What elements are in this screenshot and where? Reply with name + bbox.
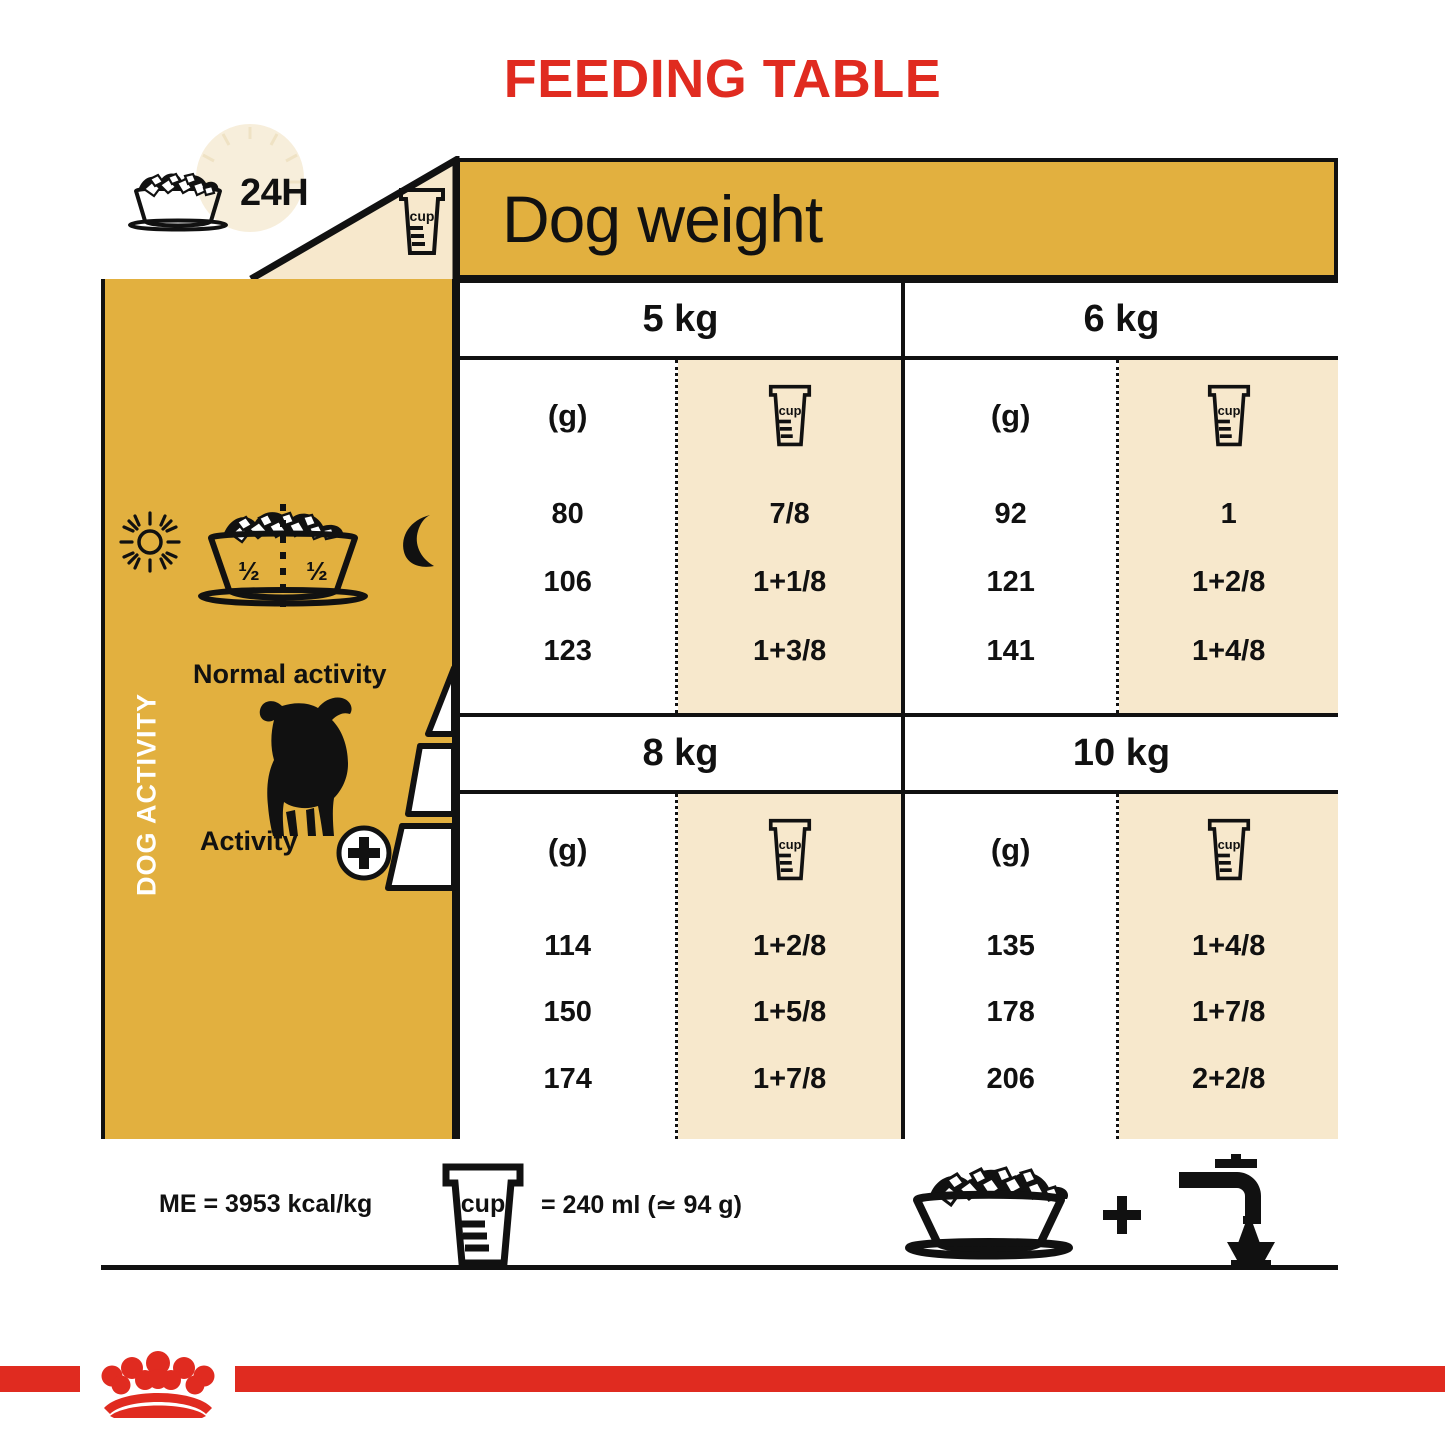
cell-grams: 150: [543, 996, 592, 1028]
table-row: 8 kg (g) 114 150 174: [460, 713, 1338, 1139]
duration-label: 24H: [240, 172, 309, 214]
weight-header: 8 kg: [460, 717, 901, 794]
cell-grams: 174: [543, 1062, 592, 1095]
svg-text:cup: cup: [1217, 837, 1240, 852]
quadrant-6kg: 6 kg (g) 92 121 141: [901, 283, 1338, 713]
dog-activity-sidebar: DOG ACTIVITY: [101, 279, 457, 1139]
cell-grams: 114: [544, 929, 592, 962]
dog-activity-label: DOG ACTIVITY: [131, 693, 162, 897]
cell-cups: 7/8: [769, 497, 810, 530]
cups-column: cup 7/8 1+1/8 1+3/8: [678, 360, 901, 713]
royal-canin-crown-logo: [101, 1351, 215, 1418]
cell-cups: 1+5/8: [752, 996, 827, 1028]
dog-bowl-icon: [127, 172, 229, 232]
cups-column: cup 1 1+2/8 1+4/8: [1119, 360, 1338, 713]
cell-grams: 92: [994, 497, 1027, 530]
moon-icon: [403, 515, 434, 567]
plus-circle-icon: [336, 825, 392, 881]
table-row: 5 kg (g) 80 106 123: [460, 283, 1338, 713]
measuring-cup-icon: cup: [1207, 818, 1250, 881]
measuring-cup-icon: cup: [768, 384, 811, 447]
grams-header: (g): [547, 832, 588, 867]
svg-text:½: ½: [238, 556, 260, 586]
grams-header: (g): [990, 398, 1031, 433]
cell-grams: 178: [986, 996, 1035, 1028]
measuring-cup-icon: cup: [768, 818, 811, 881]
svg-text:½: ½: [306, 556, 328, 586]
quadrant-10kg: 10 kg (g) 135 178 206: [901, 717, 1338, 1139]
water-tap-icon: [1179, 1154, 1275, 1265]
cell-grams: 106: [543, 566, 592, 598]
plus-icon: [1103, 1196, 1141, 1234]
page-title: FEEDING TABLE: [503, 49, 942, 109]
quadrant-5kg: 5 kg (g) 80 106 123: [460, 283, 901, 713]
cell-cups: 1+7/8: [1191, 996, 1266, 1028]
header-title: Dog weight: [502, 181, 823, 256]
dog-bowl-icon: [905, 1166, 1073, 1260]
cup-equivalence: = 240 ml (≃ 94 g): [541, 1191, 742, 1219]
cell-cups: 1+7/8: [752, 1062, 827, 1095]
quadrant-8kg: 8 kg (g) 114 150 174: [460, 717, 901, 1139]
cups-column: cup 1+4/8 1+7/8 2+2/8: [1119, 794, 1338, 1139]
grams-column: (g) 80 106 123: [460, 360, 679, 713]
measuring-cup-icon: cup: [399, 188, 445, 255]
cups-column: cup 1+2/8 1+5/8 1+7/8: [678, 794, 901, 1139]
me-value: ME = 3953 kcal/kg: [159, 1190, 373, 1218]
feeding-data-table: 5 kg (g) 80 106 123: [456, 279, 1338, 1139]
cell-grams: 80: [551, 497, 584, 530]
grams-header: (g): [547, 398, 588, 433]
activity-level-pyramid: [385, 665, 457, 891]
grams-column: (g) 92 121 141: [905, 360, 1120, 713]
footer-strip: ME = 3953 kcal/kg cup = 240 ml (≃ 94 g): [101, 1148, 1338, 1267]
weight-header: 5 kg: [460, 283, 901, 360]
normal-activity-label: Normal activity: [193, 659, 387, 689]
svg-text:cup: cup: [1217, 403, 1240, 418]
cell-grams: 206: [986, 1062, 1035, 1095]
cell-cups: 1+4/8: [1191, 929, 1266, 962]
brand-bar-left: [0, 1366, 80, 1392]
svg-text:cup: cup: [778, 403, 801, 418]
cell-cups: 1+2/8: [752, 929, 827, 962]
split-bowl-icon: ½ ½: [198, 504, 368, 608]
weight-header: 10 kg: [905, 717, 1338, 794]
svg-text:cup: cup: [410, 208, 435, 224]
sun-icon: [119, 511, 181, 573]
weight-header: 6 kg: [905, 283, 1338, 360]
cell-grams: 135: [986, 929, 1035, 962]
dog-silhouette-icon: [259, 697, 352, 836]
cell-cups: 1+3/8: [752, 634, 827, 667]
cell-grams: 121: [986, 566, 1035, 598]
cell-grams: 141: [986, 634, 1035, 667]
measuring-cup-icon: cup: [1207, 384, 1250, 447]
measuring-cup-icon: cup: [442, 1163, 524, 1267]
brand-bar: [0, 1351, 1445, 1418]
cell-cups: 1+1/8: [752, 566, 827, 598]
cell-cups: 1: [1220, 497, 1237, 530]
dog-weight-header: Dog weight: [456, 158, 1338, 279]
grams-column: (g) 114 150 174: [460, 794, 679, 1139]
brand-bar-right: [235, 1366, 1445, 1392]
footer-divider: [101, 1265, 1338, 1270]
cell-cups: 2+2/8: [1191, 1062, 1266, 1095]
svg-text:cup: cup: [461, 1190, 505, 1218]
cell-grams: 123: [543, 634, 592, 667]
cell-cups: 1+2/8: [1191, 566, 1266, 598]
cell-cups: 1+4/8: [1191, 634, 1266, 667]
grams-header: (g): [990, 832, 1031, 867]
svg-text:cup: cup: [778, 837, 801, 852]
grams-column: (g) 135 178 206: [905, 794, 1120, 1139]
